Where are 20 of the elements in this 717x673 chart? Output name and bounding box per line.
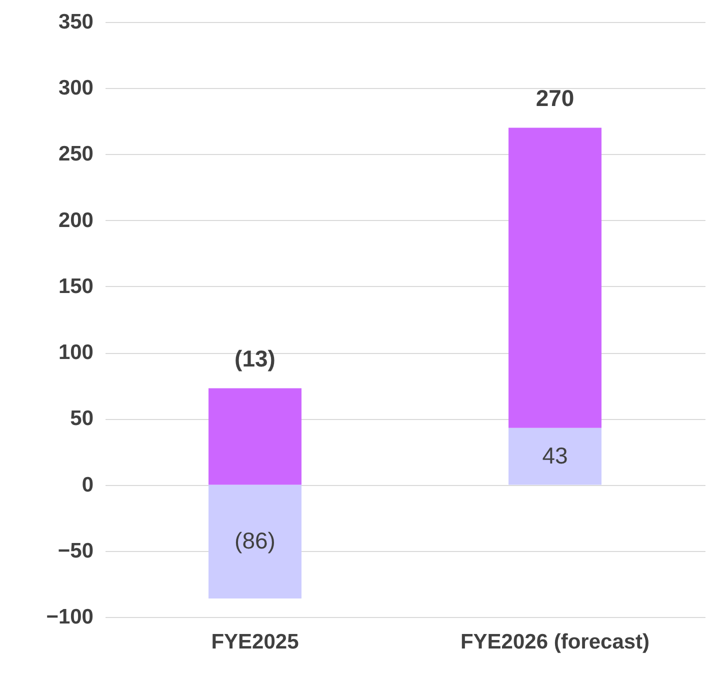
y-tick-label: 350 [58,10,94,34]
y-tick-label: 100 [58,341,94,364]
x-tick-label: FYE2025 [211,630,300,654]
y-tick-label: 150 [58,274,94,298]
data-label: (86) [234,528,276,554]
y-tick-label: −50 [58,539,94,562]
x-tick-label: FYE2026 (forecast) [460,630,650,654]
y-tick-label: −100 [46,606,94,628]
bar [508,428,602,485]
y-tick-label: 50 [70,407,94,430]
data-label: 43 [542,442,568,468]
bar [508,128,602,428]
total-label: 270 [536,84,574,111]
total-label: (13) [234,345,276,372]
y-tick-label: 200 [58,208,94,232]
bar [208,388,302,485]
y-tick-label: 300 [58,76,94,100]
y-tick-label: 0 [82,473,94,496]
bar [208,484,302,598]
y-tick-label: 250 [58,142,94,166]
